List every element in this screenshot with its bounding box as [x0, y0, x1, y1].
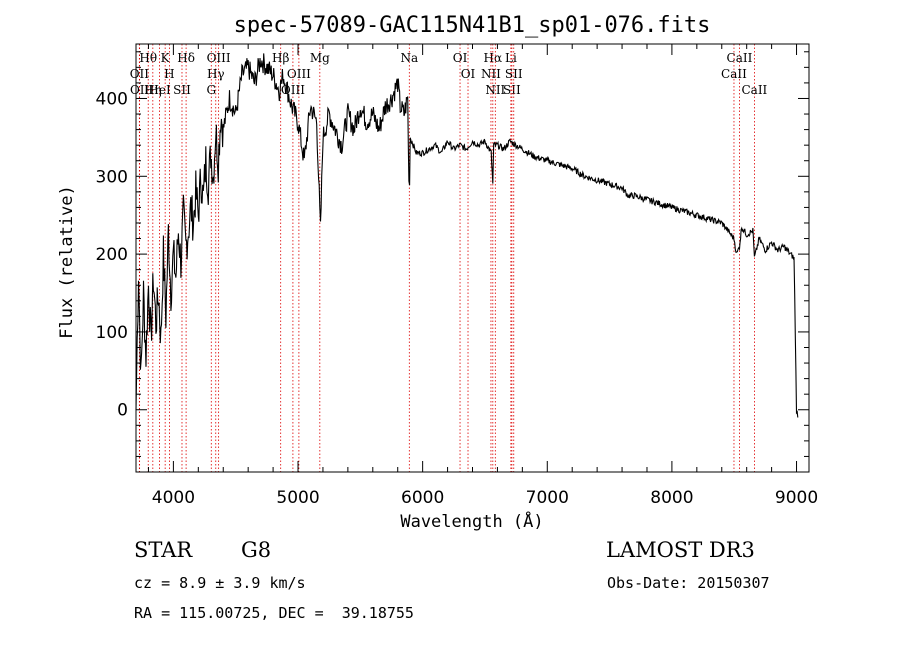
axis-ticks: 4000 5000 6000 7000 8000 9000 0 100 200 300 400 [96, 44, 818, 508]
observation-date: Obs-Date: 20150307 [607, 574, 770, 592]
spectral-line-label: Hδ [177, 51, 195, 65]
spectral-line-label: Hθ [139, 51, 157, 65]
spectral-line-label: OII [130, 83, 150, 97]
data-release: LAMOST DR3 [606, 538, 755, 562]
x-tick-label: 8000 [650, 488, 693, 508]
redshift-cz: cz = 8.9 ± 3.9 km/s [134, 574, 306, 592]
spectral-line-label: CaII [741, 83, 767, 97]
chart-title: spec-57089-GAC115N41B1_sp01-076.fits [234, 13, 711, 38]
x-tick-label: 5000 [276, 488, 319, 508]
spectral-line-label: Hη [144, 83, 162, 97]
spectral-line-label: OI [453, 51, 468, 65]
x-tick-label: 4000 [152, 488, 195, 508]
object-class: STAR [134, 538, 193, 562]
x-axis-label: Wavelength (Å) [400, 510, 543, 532]
y-tick-label: 400 [96, 89, 128, 109]
spectral-line-label: Na [400, 51, 418, 65]
spectral-line-label: K [161, 51, 171, 65]
spectral-line-label: OIII [287, 67, 311, 81]
spectral-line-label: SII [505, 67, 523, 81]
y-axis-label: Flux (relative) [57, 185, 77, 339]
coordinates: RA = 115.00725, DEC = 39.18755 [134, 604, 414, 622]
spectral-line-label: CaII [721, 67, 747, 81]
spectral-line-label: H [164, 67, 174, 81]
spectral-line-label: Hα [484, 51, 503, 65]
spectral-line-label: SII [503, 83, 521, 97]
spectral-line-label: Mg [310, 51, 330, 65]
spectral-line-label: NII [485, 83, 505, 97]
spectral-line-label: CaII [727, 51, 753, 65]
object-subclass: G8 [241, 538, 272, 562]
spectral-line-label: SII [173, 83, 191, 97]
spectral-line-label: OII [130, 67, 150, 81]
spectral-line-label: OI [461, 67, 476, 81]
spectral-line-label: NII [481, 67, 501, 81]
x-tick-label: 7000 [526, 488, 569, 508]
y-tick-label: 0 [117, 401, 128, 421]
spectral-line-label: Li [505, 51, 517, 65]
spectral-line-label: Hγ [207, 67, 225, 81]
spectral-line-label: OIII [207, 51, 231, 65]
flux-series-line [135, 53, 799, 418]
y-tick-label: 200 [96, 245, 128, 265]
y-tick-label: 300 [96, 167, 128, 187]
x-tick-label: 6000 [401, 488, 444, 508]
spectral-line-label: Hβ [272, 51, 289, 65]
y-tick-label: 100 [96, 323, 128, 343]
x-tick-label: 9000 [775, 488, 818, 508]
spectral-line-label: G [206, 83, 216, 97]
